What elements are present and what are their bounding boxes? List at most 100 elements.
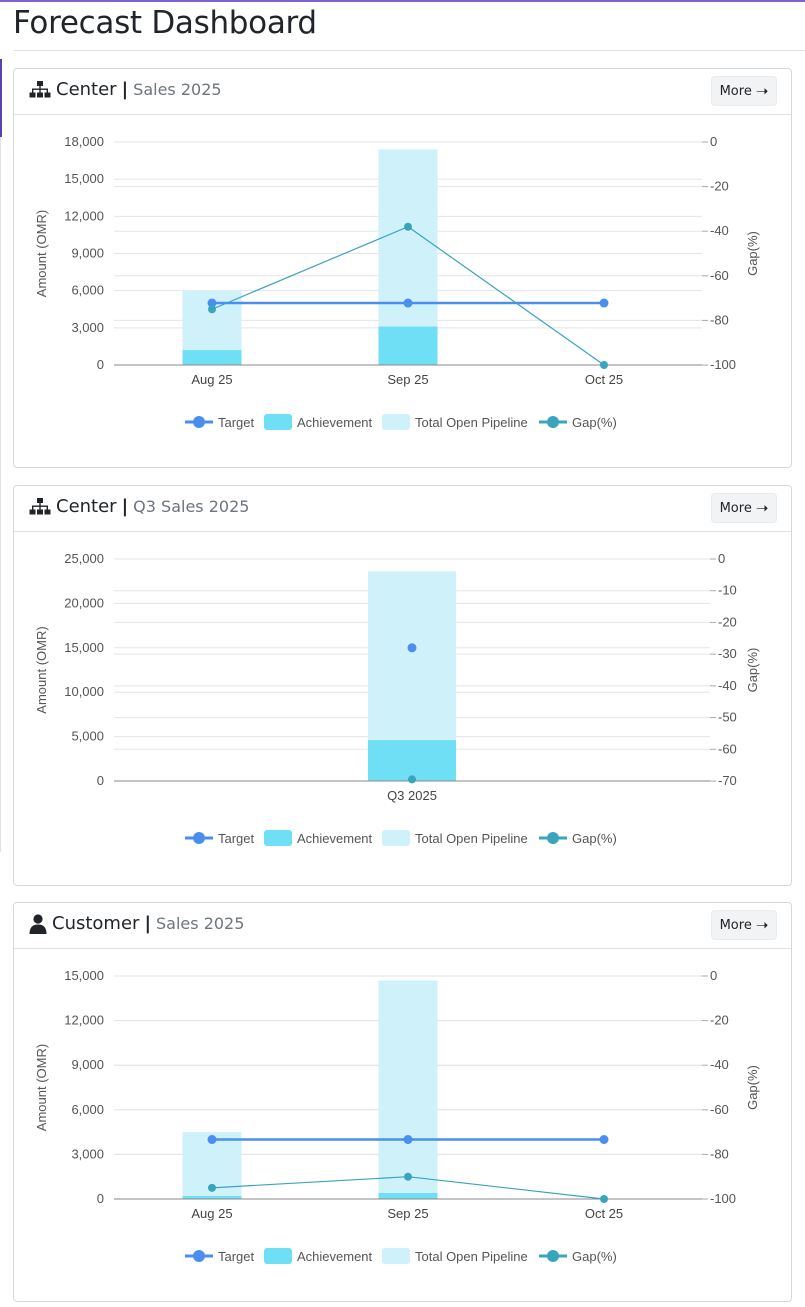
x-tick-label: Oct 25: [585, 372, 623, 387]
y-axis-title: Amount (OMR): [34, 626, 49, 713]
y2-tick-label: -60: [718, 741, 737, 756]
card-header: Customer | Sales 2025 More ➝: [14, 903, 791, 949]
y-tick-label: 0: [97, 357, 104, 372]
y2-tick-label: -40: [710, 1057, 729, 1072]
more-button[interactable]: More ➝: [711, 910, 777, 940]
gap-point: [404, 222, 412, 231]
y2-tick-label: 0: [710, 968, 717, 983]
y2-tick-label: -50: [718, 710, 737, 725]
y2-axis-title: Gap(%): [745, 231, 760, 276]
x-tick-label: Q3 2025: [387, 788, 437, 803]
legend-pipeline-label: Total Open Pipeline: [415, 1249, 528, 1264]
y-tick-label: 0: [97, 773, 104, 788]
y2-axis-title: Gap(%): [745, 1065, 760, 1110]
legend-achievement-swatch: [264, 414, 292, 430]
more-button[interactable]: More ➝: [711, 493, 777, 523]
card-title-main: Center: [56, 79, 117, 100]
card-header: Center | Sales 2025 More ➝: [14, 69, 791, 115]
forecast-card-center-sales: Center | Sales 2025 More ➝ 0 3,000 6,000 9,…: [13, 68, 792, 468]
forecast-card-center-q3: Center | Q3 Sales 2025 More ➝ 0 5,000 10,0…: [13, 485, 792, 886]
card-subtitle: Q3 Sales 2025: [133, 497, 250, 516]
y2-tick-label: -70: [718, 773, 737, 788]
gap-point: [404, 1172, 412, 1181]
title-separator: |: [121, 496, 129, 517]
legend-achievement-label: Achievement: [297, 415, 373, 430]
legend-gap-label: Gap(%): [572, 1249, 617, 1264]
legend-pipeline-label: Total Open Pipeline: [415, 415, 528, 430]
y2-tick-label: -40: [710, 223, 729, 238]
gap-point: [208, 305, 216, 314]
arrow-right-icon: ➝: [755, 916, 769, 934]
legend-gap-swatch-dot: [547, 832, 559, 844]
y-tick-label: 12,000: [64, 1013, 104, 1028]
target-point: [207, 1135, 217, 1145]
target-point: [207, 298, 217, 308]
legend-pipeline-label: Total Open Pipeline: [415, 831, 528, 846]
y-tick-label: 18,000: [64, 134, 104, 149]
title-separator: |: [144, 913, 152, 934]
achievement-bar: [378, 326, 438, 365]
x-tick-label: Oct 25: [585, 1206, 623, 1221]
legend-target-swatch-dot: [193, 416, 205, 428]
more-label: More: [719, 83, 752, 99]
legend-gap-swatch-dot: [547, 1250, 559, 1262]
x-tick-label: Sep 25: [387, 1206, 428, 1221]
target-point: [403, 298, 413, 308]
y-tick-label: 9,000: [71, 1057, 104, 1072]
y-tick-label: 12,000: [64, 208, 104, 223]
title-divider: [13, 50, 805, 51]
y-axis-title: Amount (OMR): [34, 1044, 49, 1131]
y2-tick-label: -60: [710, 1102, 729, 1117]
y2-tick-label: -20: [718, 614, 737, 629]
y2-tick-label: -40: [718, 678, 737, 693]
achievement-bar: [368, 740, 456, 781]
more-label: More: [719, 500, 752, 516]
y-tick-label: 15,000: [64, 968, 104, 983]
legend-target-label: Target: [218, 415, 255, 430]
y2-tick-label: 0: [710, 134, 717, 149]
gap-point: [600, 1195, 608, 1203]
gap-point: [600, 361, 608, 369]
x-tick-label: Aug 25: [191, 1206, 232, 1221]
legend-pipeline-swatch: [382, 414, 410, 430]
pipeline-bar: [378, 980, 438, 1199]
card-title-main: Customer: [52, 913, 140, 934]
arrow-right-icon: ➝: [755, 499, 769, 517]
y-tick-label: 15,000: [64, 640, 104, 655]
legend-achievement-label: Achievement: [297, 1249, 373, 1264]
sitemap-icon: [29, 497, 51, 514]
legend-gap-label: Gap(%): [572, 415, 617, 430]
y2-tick-label: -80: [710, 1146, 729, 1161]
y-tick-label: 25,000: [64, 551, 104, 566]
legend-target-label: Target: [218, 831, 255, 846]
legend-target-label: Target: [218, 1249, 255, 1264]
target-point: [407, 643, 417, 653]
target-point: [403, 1135, 413, 1145]
card-title: Center | Q3 Sales 2025: [29, 496, 249, 517]
y2-tick-label: -60: [710, 268, 729, 283]
sitemap-icon: [29, 80, 51, 97]
target-point: [599, 298, 609, 308]
legend-pipeline-swatch: [382, 1248, 410, 1264]
gap-point: [408, 775, 416, 784]
combo-chart: 0 3,000 6,000 9,000 12,000 15,000 18,000 0 -20 -4…: [34, 134, 760, 430]
legend-gap-swatch-dot: [547, 416, 559, 428]
legend-achievement-swatch: [264, 830, 292, 846]
y-tick-label: 6,000: [71, 1102, 104, 1117]
achievement-bar: [182, 350, 242, 365]
y2-tick-label: -20: [710, 1013, 729, 1028]
y-tick-label: 5,000: [71, 729, 104, 744]
y-axis-title: Amount (OMR): [34, 210, 49, 297]
y-tick-label: 15,000: [64, 171, 104, 186]
more-button[interactable]: More ➝: [711, 76, 777, 106]
sidebar-edge: [0, 59, 2, 137]
forecast-card-customer-sales: Customer | Sales 2025 More ➝ 0 3,000 6,000…: [13, 902, 792, 1302]
legend-pipeline-swatch: [382, 830, 410, 846]
y-tick-label: 6,000: [71, 283, 104, 298]
achievement-bar: [182, 1196, 242, 1199]
legend-achievement-label: Achievement: [297, 831, 373, 846]
y-tick-label: 9,000: [71, 246, 104, 261]
y-tick-label: 0: [97, 1191, 104, 1206]
page-title: Forecast Dashboard: [13, 5, 317, 41]
user-icon: [29, 913, 47, 934]
